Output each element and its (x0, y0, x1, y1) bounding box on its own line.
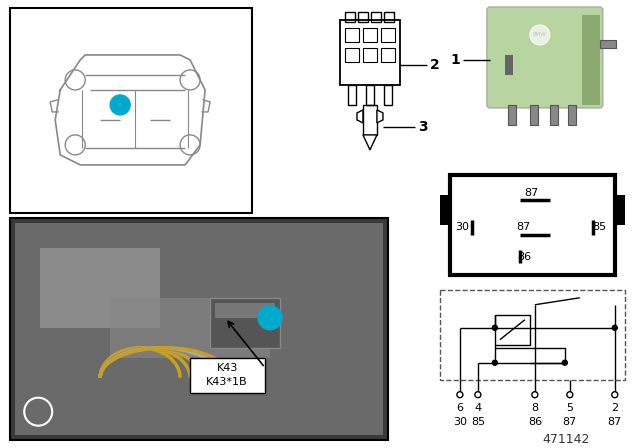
Text: K43*1B: K43*1B (206, 377, 248, 387)
Bar (381, 48, 395, 62)
Circle shape (110, 95, 130, 115)
Bar (450, 175, 615, 275)
Text: 85: 85 (593, 222, 607, 232)
Polygon shape (357, 110, 363, 123)
Bar (190, 358, 265, 393)
Bar (210, 298, 280, 348)
Bar (505, 55, 513, 75)
FancyBboxPatch shape (487, 7, 603, 108)
Circle shape (612, 325, 617, 330)
Text: 4: 4 (474, 403, 481, 413)
Bar (600, 40, 616, 48)
Circle shape (457, 392, 463, 398)
Bar (348, 85, 356, 105)
Text: 85: 85 (471, 417, 485, 426)
Text: K43: K43 (216, 363, 237, 373)
Bar (371, 12, 381, 22)
Bar (384, 85, 392, 105)
Bar (345, 12, 355, 22)
Text: 3: 3 (418, 120, 428, 134)
Text: 1: 1 (266, 311, 275, 324)
Bar (508, 105, 516, 125)
Text: 2: 2 (611, 403, 618, 413)
Bar (40, 248, 160, 328)
Text: 6: 6 (456, 403, 463, 413)
Text: BMW: BMW (533, 32, 547, 38)
Text: 30: 30 (453, 417, 467, 426)
Bar (530, 105, 538, 125)
Bar (340, 20, 400, 85)
Text: 30: 30 (455, 222, 469, 232)
Bar (381, 28, 395, 42)
Circle shape (567, 392, 573, 398)
Bar (495, 315, 530, 345)
Text: 471142: 471142 (543, 433, 590, 446)
Bar (15, 223, 383, 435)
Text: 87: 87 (525, 188, 539, 198)
Bar (363, 48, 377, 62)
Circle shape (492, 360, 497, 365)
Polygon shape (363, 135, 377, 150)
FancyBboxPatch shape (582, 15, 600, 105)
Circle shape (492, 325, 497, 330)
Text: 2: 2 (430, 58, 440, 72)
Bar (440, 195, 450, 225)
Text: 5: 5 (566, 403, 573, 413)
Text: 1: 1 (116, 99, 125, 112)
Text: 86: 86 (516, 252, 531, 262)
Bar (384, 12, 394, 22)
Text: 1: 1 (450, 53, 460, 67)
Bar (345, 28, 359, 42)
Bar (345, 48, 359, 62)
Bar (440, 290, 625, 380)
Bar (10, 218, 388, 439)
Bar (110, 298, 270, 358)
Bar (215, 303, 275, 318)
Bar (366, 85, 374, 105)
Circle shape (532, 392, 538, 398)
Bar (363, 105, 377, 135)
Bar (550, 105, 558, 125)
Circle shape (563, 360, 567, 365)
Bar (363, 28, 377, 42)
Circle shape (475, 392, 481, 398)
Bar (10, 8, 252, 213)
Bar (495, 348, 565, 363)
Bar (568, 105, 576, 125)
Text: 87: 87 (516, 222, 531, 232)
Circle shape (612, 392, 618, 398)
Bar (358, 12, 368, 22)
Bar (615, 195, 625, 225)
Text: 87: 87 (563, 417, 577, 426)
Text: 86: 86 (528, 417, 542, 426)
Text: 8: 8 (531, 403, 538, 413)
Circle shape (530, 25, 550, 45)
Polygon shape (377, 110, 383, 123)
Circle shape (258, 306, 282, 330)
Text: 87: 87 (607, 417, 622, 426)
